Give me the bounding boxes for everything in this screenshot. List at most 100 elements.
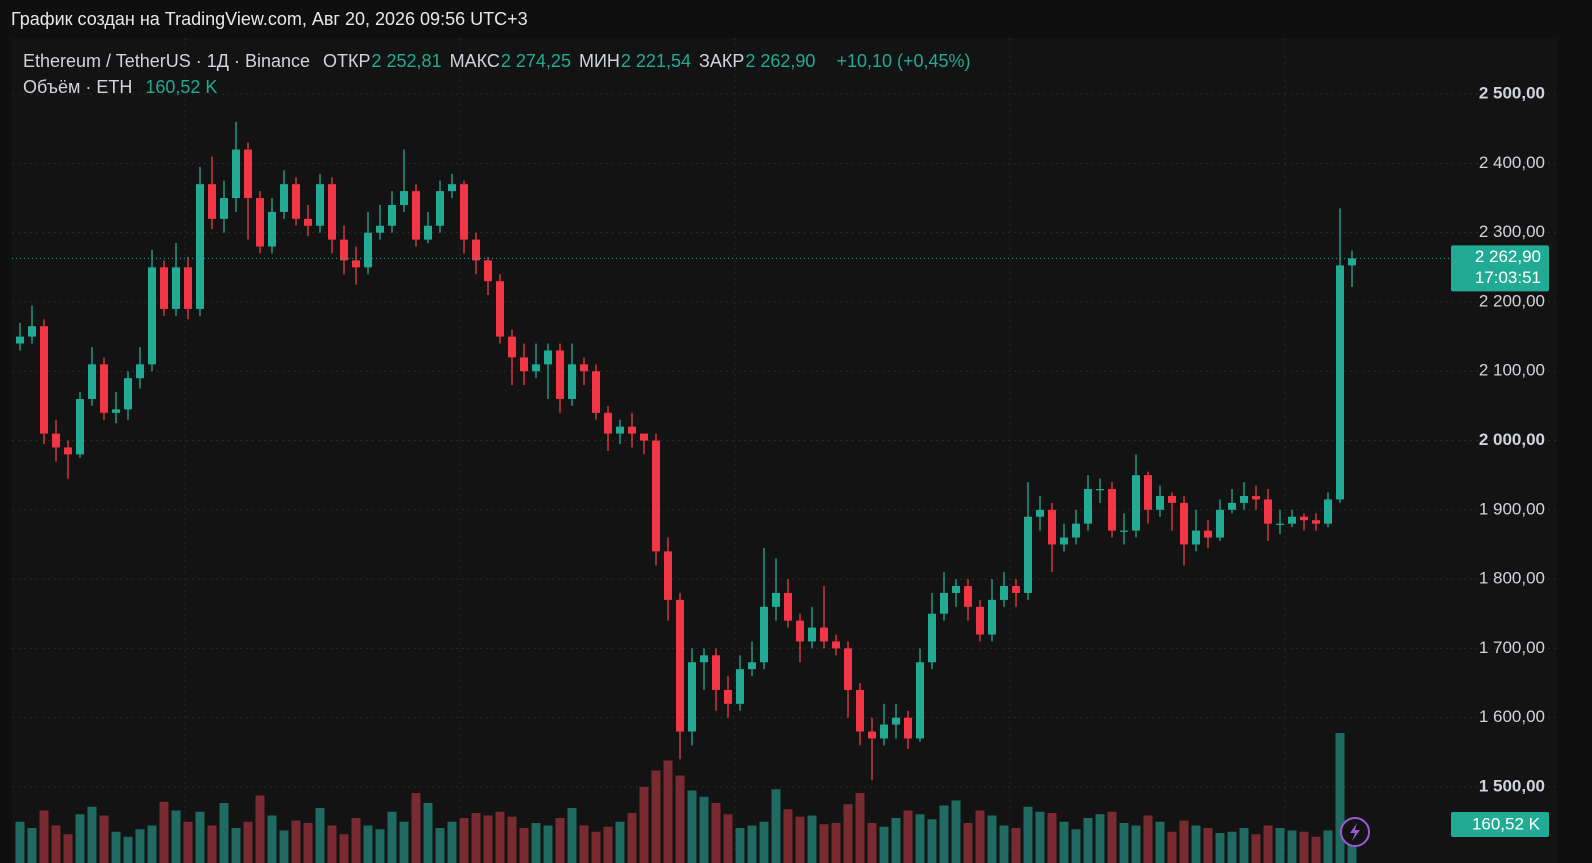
candle-body	[88, 364, 96, 399]
y-tick-label: 1 600,00	[1479, 707, 1545, 726]
volume-bar	[1023, 806, 1033, 863]
candle-body	[472, 239, 480, 261]
chart-area	[12, 38, 1557, 863]
legend-value: 2 221,54	[620, 51, 691, 71]
change: +10,10 (+0,45%)	[836, 51, 971, 71]
candle-body	[460, 184, 468, 240]
volume-bar	[1299, 831, 1309, 863]
volume-bar	[519, 828, 529, 863]
candle-body	[496, 281, 504, 337]
candle-body	[148, 267, 156, 365]
volume-bar	[975, 810, 985, 863]
volume-bar	[963, 823, 973, 863]
candle-body	[808, 627, 816, 642]
last-price-box	[1451, 245, 1549, 292]
candle-body	[424, 225, 432, 240]
candle-body	[964, 586, 972, 607]
volume-bar	[351, 818, 361, 863]
volume-bar	[255, 795, 265, 863]
volume-bar	[687, 790, 697, 863]
ohlc-legend: Ethereum / TetherUS · 1Д · Binance ОТКР2…	[23, 51, 979, 72]
volume-bar	[1335, 733, 1345, 863]
candle-body	[976, 606, 984, 635]
candle-body	[880, 724, 888, 739]
volume-bar	[147, 825, 157, 863]
alert-bolt	[1350, 823, 1360, 841]
candle-body	[112, 409, 120, 413]
volume-bar	[1215, 833, 1225, 863]
candle-body	[136, 364, 144, 379]
candle-body	[364, 232, 372, 268]
volume-bar	[267, 815, 277, 863]
volume-bar	[51, 825, 61, 863]
candle-body	[760, 606, 768, 663]
last-price-label: 2 262,90	[1475, 247, 1541, 266]
volume-bar	[987, 815, 997, 863]
volume-bar	[339, 834, 349, 863]
candle-body	[196, 184, 204, 309]
candle-body	[904, 717, 912, 739]
candle-body	[436, 191, 444, 226]
volume-bar	[507, 816, 517, 863]
candle-body	[916, 662, 924, 739]
candle-body	[316, 184, 324, 226]
candle-body	[1072, 523, 1080, 538]
volume-bar	[39, 810, 49, 863]
volume-bar	[795, 816, 805, 863]
candle-body	[928, 613, 936, 663]
volume-bar	[567, 808, 577, 863]
candle-body	[844, 648, 852, 690]
volume-bar	[435, 828, 445, 863]
volume-bar	[1035, 811, 1045, 863]
candle-body	[1324, 499, 1332, 524]
y-tick-label: 2 400,00	[1479, 153, 1545, 172]
volume-value: 160,52 K	[145, 77, 218, 97]
candle-body	[940, 592, 948, 614]
candle-body	[1168, 495, 1176, 503]
volume-bar	[99, 815, 109, 863]
candle-body	[544, 350, 552, 365]
volume-bar	[207, 825, 217, 863]
volume-bar	[627, 813, 637, 863]
candle-body	[700, 655, 708, 663]
candle-body	[1156, 495, 1164, 510]
candle-body	[160, 267, 168, 309]
volume-bar	[555, 818, 565, 863]
candle-body	[448, 184, 456, 192]
volume-bar	[1227, 831, 1237, 863]
candle-body	[652, 440, 660, 552]
volume-bar	[1179, 820, 1189, 863]
volume-bar	[1155, 821, 1165, 863]
candle-body	[292, 184, 300, 219]
candle-body	[784, 592, 792, 621]
candle-body	[304, 218, 312, 226]
candle-body	[772, 592, 780, 607]
volume-bar	[1191, 825, 1201, 863]
volume-bar	[939, 805, 949, 863]
candle-body	[388, 204, 396, 226]
candle-body	[988, 599, 996, 635]
volume-bar	[123, 836, 133, 863]
candle-body	[604, 412, 612, 434]
volume-bar	[111, 831, 121, 863]
volume-bar	[615, 821, 625, 863]
candle-body	[1132, 475, 1140, 531]
volume-bar	[1011, 828, 1021, 863]
volume-bar	[675, 775, 685, 863]
volume-bar	[303, 823, 313, 863]
candle-body	[1000, 586, 1008, 600]
candle-body	[1300, 516, 1308, 521]
candle-body	[1012, 586, 1020, 593]
candle-body	[1192, 530, 1200, 545]
volume-bar	[1167, 831, 1177, 863]
candle-body	[1348, 258, 1356, 266]
volume-legend: Объём · ETH 160,52 K	[23, 77, 225, 98]
candle-body	[532, 364, 540, 372]
volume-name: Объём · ETH	[23, 77, 133, 97]
volume-bar	[1251, 834, 1261, 863]
candle-body	[820, 627, 828, 642]
volume-bar	[783, 809, 793, 863]
y-tick-label: 1 700,00	[1479, 638, 1545, 657]
candle-body	[340, 239, 348, 261]
